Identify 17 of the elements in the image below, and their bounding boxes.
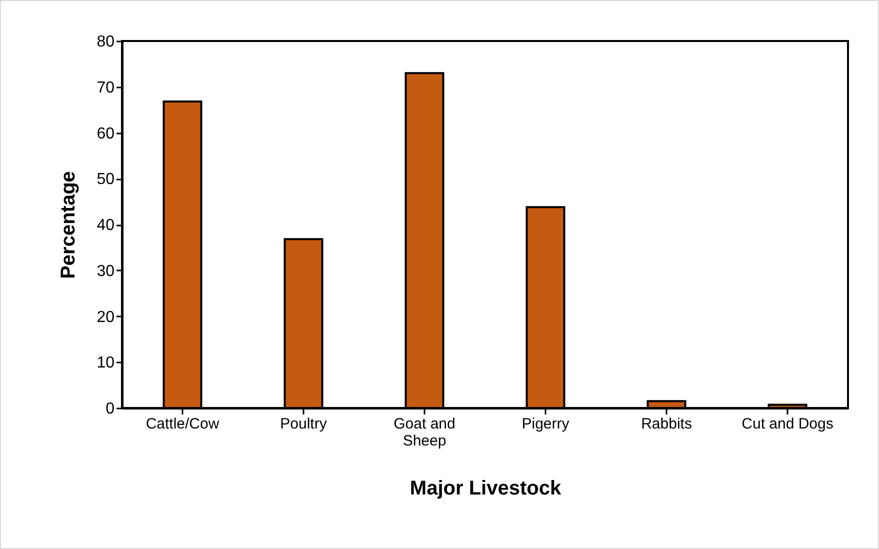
y-tick-label: 50 [96,171,115,188]
y-tick-label: 80 [96,34,115,50]
y-tick-label: 10 [96,354,115,372]
y-tick-label: 20 [96,308,115,326]
x-tick-label: Pigerry [522,416,570,432]
y-tick-label: 40 [96,217,115,234]
y-tick-label: 70 [96,79,115,96]
x-axis-title: Major Livestock [410,478,562,500]
y-tick-label: 60 [96,125,115,142]
y-tick-label: 30 [96,262,115,280]
x-tick-label: Rabbits [641,416,692,432]
x-tick-label: Cattle/Cow [146,416,220,432]
y-tick-label: 0 [106,400,115,418]
y-axis-title: Percentage [58,171,80,279]
x-tick-label: Goat and Sheep [394,416,456,450]
x-tick-label: Poultry [280,416,328,432]
x-tick-label: Cut and Dogs [742,416,834,432]
